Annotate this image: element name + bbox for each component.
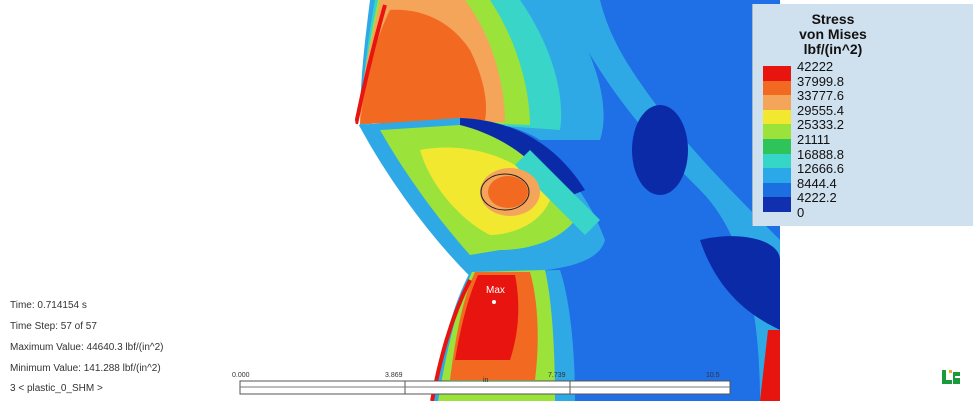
- legend-swatch-0: [763, 66, 791, 81]
- legend-title-line-3: lbf/(in^2): [803, 41, 863, 57]
- legend-value-3: 29555.4: [797, 102, 844, 118]
- legend-value-7: 12666.6: [797, 161, 844, 177]
- legend-swatch-7: [763, 168, 791, 183]
- pin-outline: [480, 173, 530, 211]
- scale-label-unit: in: [483, 377, 489, 384]
- legend-swatch-2: [763, 95, 791, 110]
- legend-swatch-9: [763, 197, 791, 212]
- max-probe-point: [492, 300, 496, 304]
- legend-swatch-5: [763, 139, 791, 154]
- contour-patch-dark-bottom: [700, 236, 780, 330]
- contour-band-right-inner: [600, 0, 780, 240]
- scale-label-0: 0.000: [232, 372, 250, 379]
- scale-label-3: 10.5: [706, 372, 720, 379]
- wedge-edge-white: [353, 123, 472, 282]
- legend-value-5: 21111: [797, 132, 831, 147]
- legend-swatch-4: [763, 124, 791, 139]
- legend-title-line-2: von Mises: [799, 26, 867, 42]
- info-min-value: Minimum Value: 141.288 lbf/(in^2): [10, 363, 161, 374]
- legend-swatch-6: [763, 153, 791, 169]
- max-probe-label: Max: [486, 285, 505, 296]
- legend-swatch-8: [763, 182, 791, 198]
- info-time: Time: 0.714154 s: [10, 300, 87, 311]
- info-result-set: 3 < plastic_0_SHM >: [10, 383, 103, 394]
- upper-lobe-orange: [360, 9, 487, 125]
- lower-lobe-red: [455, 275, 519, 360]
- scale-label-1: 3.869: [385, 372, 403, 379]
- legend-value-2: 33777.6: [797, 88, 844, 104]
- legend-value-10: 0: [797, 205, 805, 220]
- legend-value-0: 42222: [797, 59, 834, 74]
- scale-bar: [239, 380, 731, 395]
- wedge-band-cyan: [515, 150, 600, 235]
- contour-patch-dark: [632, 105, 688, 195]
- pin-contact-core: [488, 176, 528, 208]
- upper-lobe-edge: [354, 4, 387, 125]
- info-max-value: Maximum Value: 44640.3 lbf/(in^2): [10, 342, 164, 353]
- legend-value-8: 8444.4: [797, 175, 837, 191]
- legend-value-1: 37999.8: [797, 73, 844, 89]
- contour-patch-red-edge: [760, 330, 780, 401]
- legend-title-line-1: Stress: [811, 11, 855, 27]
- legend-value-4: 25333.2: [797, 117, 844, 133]
- legend-value-9: 4222.2: [797, 190, 837, 206]
- notch-void: [0, 0, 470, 401]
- legend-swatch-1: [763, 80, 791, 96]
- scale-label-2: 7.739: [548, 372, 566, 379]
- legend-value-6: 16888.8: [797, 146, 844, 162]
- max-probe-marker[interactable]: [482, 282, 514, 296]
- stress-legend[interactable]: Stress von Mises lbf/(in^2) 42222 37999.8…: [752, 4, 973, 226]
- info-time-step: Time Step: 57 of 57: [10, 321, 97, 332]
- legend-swatch-3: [763, 109, 791, 125]
- ansys-logo-icon: [940, 368, 962, 391]
